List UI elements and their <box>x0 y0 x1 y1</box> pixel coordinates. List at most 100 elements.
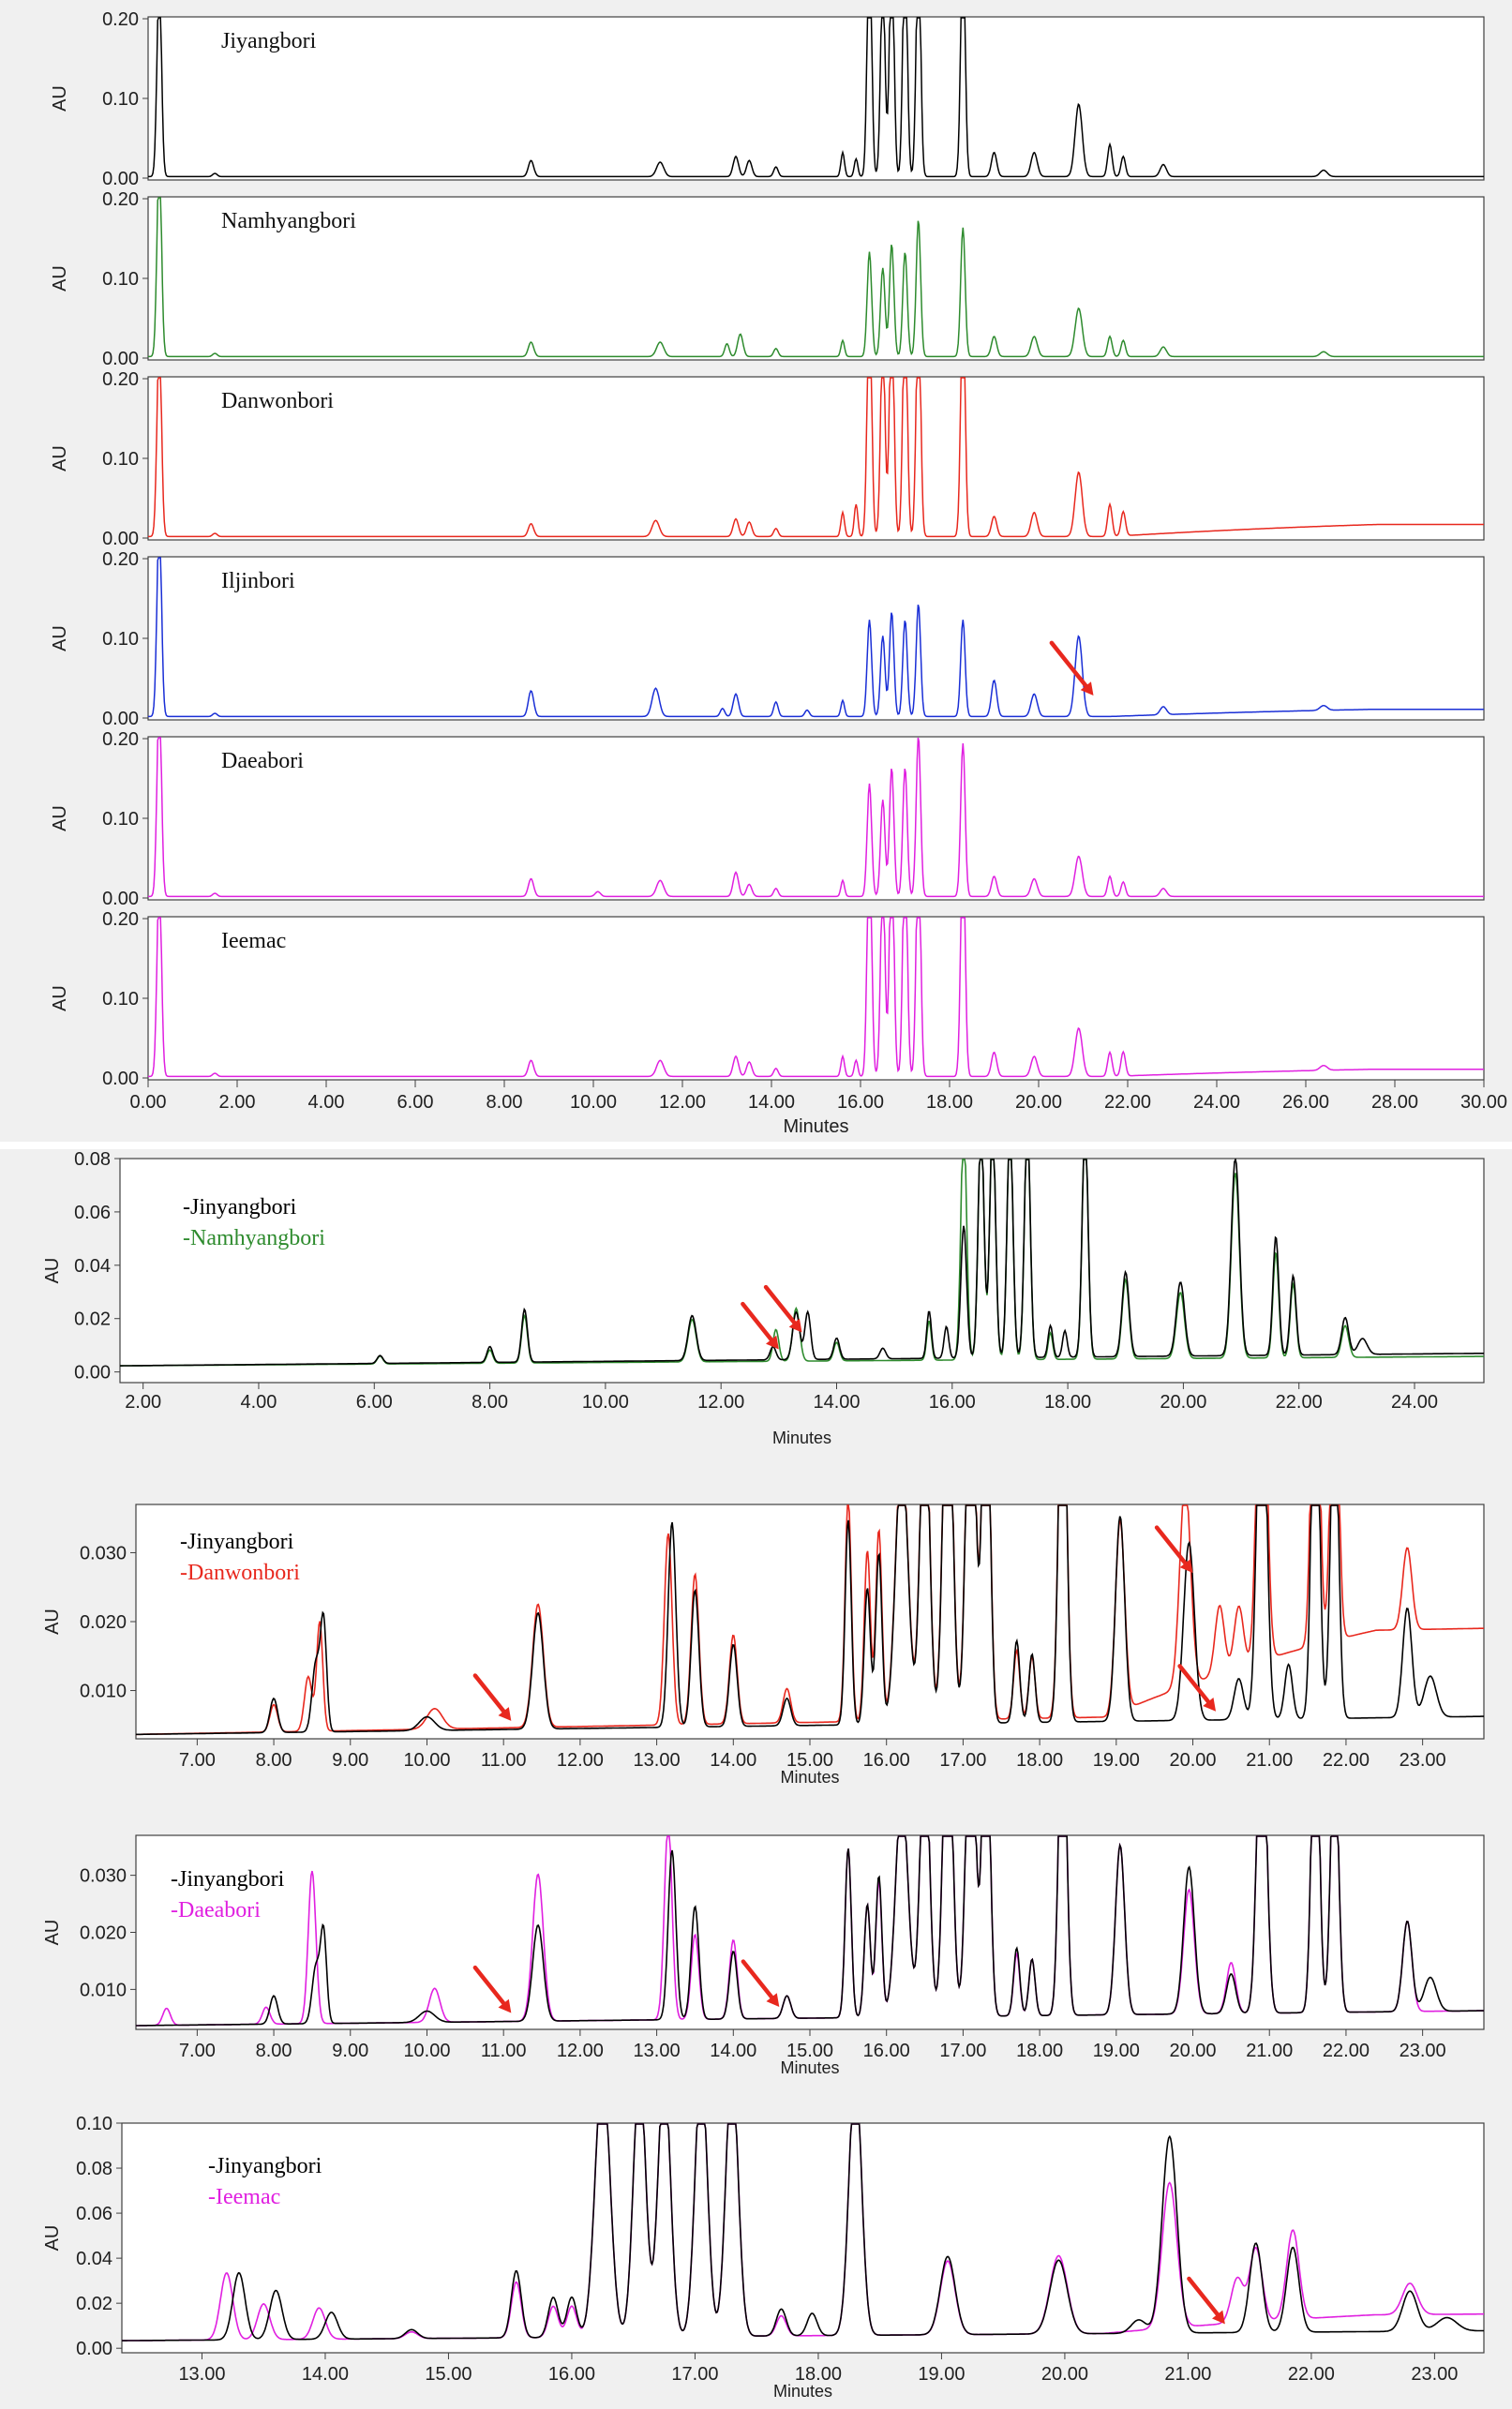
x-tick-label: 28.00 <box>1371 1092 1418 1113</box>
y-tick-label: 0.010 <box>80 1980 127 2000</box>
x-tick-label: 23.00 <box>1411 2364 1458 2385</box>
y-tick-label: 0.10 <box>102 89 139 110</box>
y-tick-label: 0.20 <box>102 9 139 30</box>
trace-jinyangbori <box>136 1504 1484 1736</box>
y-axis-label: AU <box>50 625 70 651</box>
overlay-chart-3: 0.010 0.020 0.030 AU 7.00 8.00 9.00 10.00 11.00 1… <box>42 1834 1485 2077</box>
overview-arrow <box>1049 640 1094 696</box>
trace-jinyangbori <box>120 1159 1484 1367</box>
x-tick-label: 24.00 <box>1391 1392 1438 1413</box>
annotation-arrow-shaft <box>1187 2276 1221 2318</box>
x-tick-label: 23.00 <box>1400 2041 1446 2061</box>
x-tick-label: 15.00 <box>786 2041 833 2061</box>
subplot-label: Namhyangbori <box>221 209 356 233</box>
trace-jiyangbori <box>148 17 1484 178</box>
plot-frame <box>147 376 1485 541</box>
x-axis-label: Minutes <box>773 2382 832 2401</box>
y-axis-label: AU <box>50 985 70 1011</box>
subplot-label: Jiyangbori <box>221 29 317 53</box>
trace-iljinbori <box>148 557 1484 718</box>
y-tick-label: 0.08 <box>74 1149 111 1170</box>
overview-panel: 0.00 0.10 0.20 AU Jiyangbori 0.00 0.10 0.20 AU Na… <box>50 9 1507 1137</box>
annotation-arrow-head <box>1179 1559 1193 1573</box>
trace-namhyangbori <box>148 197 1484 358</box>
annotation-arrow-shaft <box>472 1965 507 2007</box>
x-tick-label: 8.00 <box>256 2041 292 2061</box>
x-tick-label: 23.00 <box>1400 1750 1446 1771</box>
x-tick-label: 19.00 <box>1093 2041 1140 2061</box>
y-tick-label: 0.06 <box>76 2204 112 2224</box>
legend-entry: -Jinyangbori <box>183 1195 297 1219</box>
plot-frame <box>135 1504 1485 1740</box>
annotation-arrow-head <box>788 1318 802 1333</box>
x-tick-label: 15.00 <box>425 2364 472 2385</box>
y-tick-label: 0.00 <box>74 1363 111 1384</box>
x-tick-label: 22.00 <box>1276 1392 1323 1413</box>
x-tick-label: 17.00 <box>939 2041 986 2061</box>
annotation-arrow <box>763 1284 802 1333</box>
subplot-label: Iljinbori <box>221 569 295 593</box>
y-tick-label: 0.06 <box>74 1203 111 1223</box>
x-tick-label: 4.00 <box>308 1092 345 1113</box>
y-tick-label: 0.020 <box>80 1612 127 1633</box>
x-tick-label: 19.00 <box>1093 1750 1140 1771</box>
annotation-arrow-shaft <box>763 1284 798 1326</box>
x-tick-label: 13.00 <box>178 2364 225 2385</box>
y-axis-label: AU <box>50 85 70 112</box>
plot-frame <box>121 2122 1485 2354</box>
x-tick-label: 13.00 <box>634 2041 681 2061</box>
annotation-arrow-head <box>498 1998 512 2013</box>
plot-frame <box>147 916 1485 1081</box>
x-tick-label: 12.00 <box>659 1092 706 1113</box>
plot-frame <box>147 556 1485 721</box>
x-tick-label: 2.00 <box>219 1092 256 1113</box>
y-tick-label: 0.10 <box>102 449 139 470</box>
overview-subplot-danwonbori: 0.00 0.10 0.20 AU Danwonbori <box>50 369 1485 549</box>
x-tick-label: 4.00 <box>240 1392 277 1413</box>
x-tick-label: 14.00 <box>710 2041 756 2061</box>
x-tick-label: 8.00 <box>472 1392 508 1413</box>
annotation-arrow-shaft <box>741 1301 775 1343</box>
x-tick-label: 18.00 <box>1016 1750 1063 1771</box>
overview-arrow-shaft <box>1049 640 1089 690</box>
x-axis-label: Minutes <box>772 1429 831 1447</box>
x-tick-label: 14.00 <box>748 1092 795 1113</box>
subplot-label: Daeabori <box>221 749 304 773</box>
x-tick-label: 12.00 <box>557 2041 604 2061</box>
annotation-arrow-head <box>1212 2310 1225 2325</box>
y-axis-label: AU <box>42 1608 63 1635</box>
plot-frame <box>135 1834 1485 2030</box>
x-tick-label: 20.00 <box>1015 1092 1062 1113</box>
x-tick-label: 6.00 <box>397 1092 434 1113</box>
y-tick-label: 0.10 <box>102 989 139 1010</box>
y-tick-label: 0.04 <box>76 2249 112 2269</box>
x-tick-label: 8.00 <box>487 1092 523 1113</box>
x-tick-label: 18.00 <box>1016 2041 1063 2061</box>
y-tick-label: 0.00 <box>102 349 139 369</box>
x-tick-label: 6.00 <box>356 1392 393 1413</box>
y-tick-label: 0.00 <box>102 529 139 549</box>
y-axis-label: AU <box>42 1258 63 1284</box>
y-tick-label: 0.00 <box>102 709 139 729</box>
y-tick-label: 0.08 <box>76 2159 112 2179</box>
x-tick-label: 21.00 <box>1164 2364 1211 2385</box>
annotation-arrow <box>472 1673 512 1721</box>
y-axis-label: AU <box>42 2225 63 2252</box>
x-tick-label: 26.00 <box>1282 1092 1329 1113</box>
y-axis-label: AU <box>50 265 70 292</box>
annotation-arrow <box>741 1959 780 2007</box>
x-tick-label: 22.00 <box>1288 2364 1335 2385</box>
x-tick-label: 30.00 <box>1460 1092 1507 1113</box>
y-tick-label: 0.10 <box>102 629 139 650</box>
trace-daeabori <box>148 737 1484 898</box>
x-tick-label: 2.00 <box>125 1392 161 1413</box>
y-tick-label: 0.04 <box>74 1256 111 1277</box>
annotation-arrow <box>1177 1664 1217 1712</box>
x-axis-label: Minutes <box>780 2058 839 2077</box>
overlay-panels: 0.00 0.02 0.04 0.06 0.08 AU 2.00 4.00 6.00 8.00 10… <box>42 1149 1485 2401</box>
x-tick-label: 0.00 <box>130 1092 167 1113</box>
x-tick-label: 22.00 <box>1104 1092 1151 1113</box>
x-tick-label: 19.00 <box>918 2364 965 2385</box>
x-tick-label: 14.00 <box>302 2364 349 2385</box>
